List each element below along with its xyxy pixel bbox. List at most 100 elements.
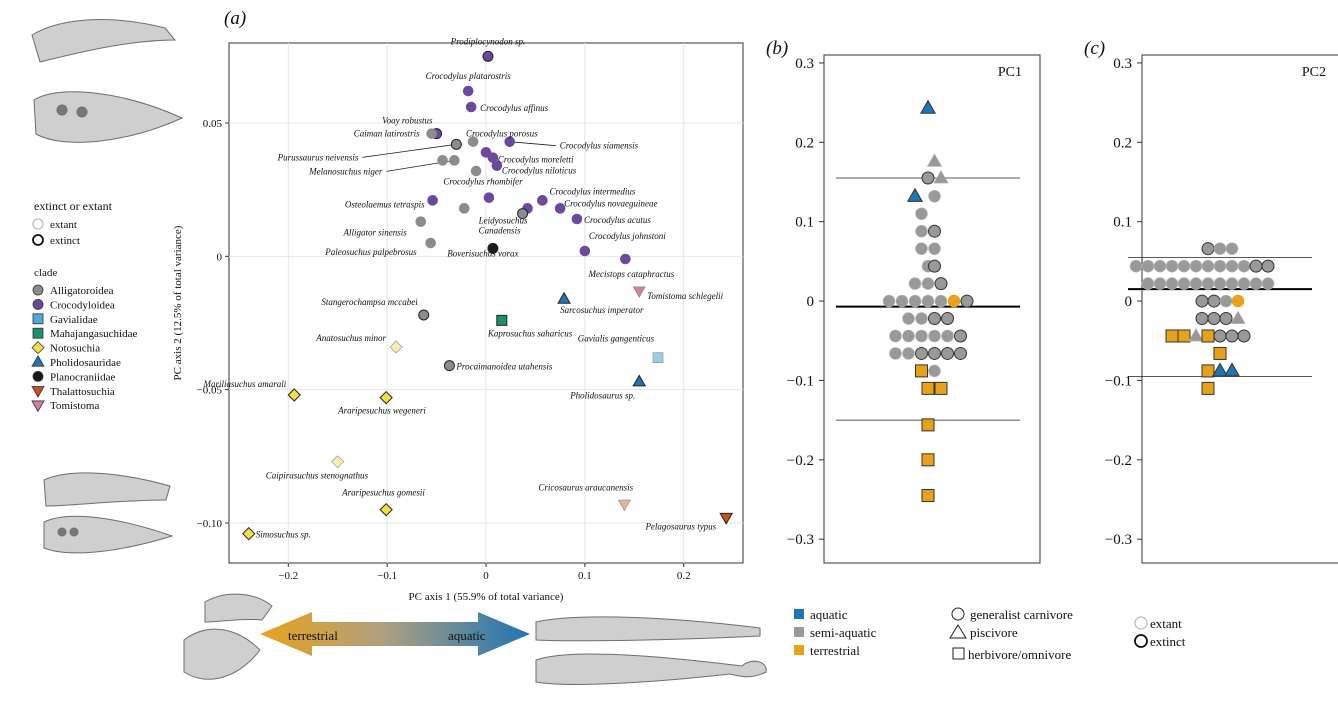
pc1-point-semi-aquatic-generalist-carnivore bbox=[915, 346, 928, 360]
status-extinct-swatch bbox=[32, 234, 44, 246]
pc1-y-tick-label: 0.1 bbox=[795, 215, 814, 231]
pca-point-alligatoroidea bbox=[458, 203, 470, 214]
pc1-point-semi-aquatic-generalist-carnivore bbox=[908, 277, 922, 290]
pc1-point-semi-aquatic-generalist-carnivore bbox=[928, 242, 941, 255]
pca-y-tick-label: 0.05 bbox=[203, 118, 223, 130]
clade-legend-label-thalattosuchia: Thalattosuchia bbox=[50, 386, 115, 398]
pca-point-anatosuchus-minor bbox=[389, 340, 403, 354]
pca-point-crocodylus-rhombifer bbox=[483, 192, 495, 203]
clade-legend-label-planocraniidae: Planocraniidae bbox=[50, 371, 115, 383]
pc1-point-semi-aquatic-generalist-carnivore bbox=[915, 207, 928, 221]
pc1-y-tick-label: 0.3 bbox=[795, 56, 814, 72]
pc2-point-semi-aquatic-generalist-carnivore bbox=[1141, 277, 1155, 290]
pc2-title: PC2 bbox=[1302, 65, 1326, 80]
pc2-y-tick-label: −0.3 bbox=[1105, 532, 1132, 548]
pca-point-label-crocodylus-johnstoni: Crocodylus johnstoni bbox=[589, 231, 666, 241]
diet-herbivore-omnivore-label: herbivore/omnivore bbox=[968, 647, 1071, 662]
pca-point-mecistops-cataphractus bbox=[620, 253, 631, 265]
pc1-title: PC1 bbox=[998, 65, 1022, 80]
pc1-point-semi-aquatic-generalist-carnivore bbox=[908, 294, 922, 308]
clade-legend-label-crocodyloidea: Crocodyloidea bbox=[50, 299, 115, 311]
pca-point-label-melanosuchus-niger: Melanosuchus niger bbox=[308, 166, 383, 176]
pc1-point-terrestrial-herbivore-omnivore bbox=[934, 381, 948, 395]
skull-illustration-top-left bbox=[31, 19, 184, 143]
pca-point-prodiplocynodon-sp bbox=[482, 50, 494, 62]
clade-legend-swatch-crocodyloidea bbox=[32, 298, 44, 310]
pca-point-label-pelagosaurus-typus: Pelagosaurus typus bbox=[644, 522, 716, 532]
panel-c-label: (c) bbox=[1084, 38, 1105, 59]
pc2-y-tick-label: 0 bbox=[1125, 294, 1133, 310]
clade-legend-swatch-tomistoma bbox=[31, 400, 45, 413]
pca-point-label-kaprosuchus-saharicus: Kaprosuchus saharicus bbox=[487, 328, 573, 338]
panel-b-label: (b) bbox=[766, 38, 788, 59]
pc2-point-semi-aquatic-generalist-carnivore bbox=[1225, 277, 1239, 290]
legend-bottom: aquatic semi-aquatic terrestrial general… bbox=[794, 607, 1186, 662]
pca-point-label-crocodylus-moreletti: Crocodylus moreletti bbox=[498, 155, 574, 165]
pca-y-tick-label: −0.10 bbox=[197, 518, 223, 530]
panel-a-label: (a) bbox=[224, 8, 246, 29]
pca-point-label-voay-robustus: Voay robustus bbox=[382, 116, 433, 126]
pc2-point-aquatic-piscivore bbox=[1223, 362, 1241, 377]
pc2-dotplot-panel: −0.3 −0.2 −0.1 0 0.1 0.2 0.3 PC2 bbox=[1105, 54, 1338, 564]
clade-legend-swatch-notosuchia bbox=[31, 341, 45, 355]
pc2-point-semi-aquatic-generalist-carnivore bbox=[1213, 242, 1227, 255]
pc2-point-terrestrial-herbivore-omnivore bbox=[1201, 381, 1215, 395]
pc1-point-semi-aquatic-generalist-carnivore bbox=[921, 277, 935, 290]
pca-x-tick-label: 0.1 bbox=[578, 570, 592, 582]
pc1-point-semi-aquatic-generalist-carnivore bbox=[941, 312, 954, 326]
pca-point-label-boverisuchus-vorax: Boverisuchus vorax bbox=[447, 248, 518, 258]
diet-piscivore-label: piscivore bbox=[970, 625, 1018, 640]
pc1-point-semi-aquatic-generalist-carnivore bbox=[902, 329, 915, 343]
pc1-point-aquatic-piscivore bbox=[919, 99, 937, 114]
pca-point-crocodylus-johnstoni bbox=[579, 245, 591, 257]
pc2-point-semi-aquatic-generalist-carnivore bbox=[1165, 277, 1179, 290]
pca-point-purussaurus-neivensis bbox=[450, 138, 462, 150]
pc2-point-semi-aquatic-generalist-carnivore bbox=[1213, 329, 1227, 343]
clade-legend-label-notosuchia: Notosuchia bbox=[50, 343, 100, 355]
pc1-point-terrestrial-herbivore-omnivore bbox=[921, 418, 935, 432]
pc1-point-semi-aquatic-generalist-carnivore bbox=[928, 329, 941, 343]
pc1-point-semi-aquatic-generalist-carnivore bbox=[934, 277, 948, 291]
pc2-point-semi-aquatic-generalist-carnivore bbox=[1213, 259, 1227, 273]
pc2-point-aquatic-piscivore bbox=[1211, 362, 1229, 377]
pca-point-crocodyloidea bbox=[537, 195, 548, 206]
clade-legend-swatch-mahajangasuchidae bbox=[32, 327, 44, 339]
pc2-y-tick-label: 0.2 bbox=[1113, 135, 1132, 151]
pca-point-pholidosaurus-sp bbox=[632, 374, 647, 387]
clade-legend-label-gavialidae: Gavialidae bbox=[50, 314, 98, 326]
pc1-point-semi-aquatic-generalist-carnivore bbox=[915, 242, 928, 255]
pca-point-label-stangerochampsa-mccabei: Stangerochampsa mccabei bbox=[321, 297, 418, 307]
diet-generalist-carnivore-swatch bbox=[951, 607, 965, 621]
pc2-point-semi-aquatic-piscivore bbox=[1188, 327, 1204, 342]
pca-point-araripesuchus-wegeneri bbox=[379, 390, 393, 405]
status-extant-swatch bbox=[32, 218, 44, 230]
pca-point-label-caiman-latirostris: Caiman latirostris bbox=[354, 129, 420, 139]
pca-x-axis-label: PC axis 1 (55.9% of total variance) bbox=[409, 591, 564, 603]
pc2-point-terrestrial-herbivore-omnivore bbox=[1213, 346, 1227, 360]
clade-legend-swatch-planocraniidae bbox=[32, 370, 44, 382]
pc2-point-semi-aquatic-generalist-carnivore bbox=[1237, 277, 1251, 290]
pca-point-label-crocodylus-acutus: Crocodylus acutus bbox=[584, 215, 651, 225]
pca-point-crocodylus-platarostris bbox=[462, 85, 474, 97]
pca-point-alligator-sinensis bbox=[415, 216, 427, 227]
pc1-point-semi-aquatic-generalist-carnivore bbox=[915, 312, 928, 325]
pca-point-paleosuchus-palpebrosus bbox=[425, 237, 436, 249]
pca-point-label-osteolaemus-tetraspis: Osteolaemus tetraspis bbox=[345, 199, 425, 209]
pc1-y-tick-label: 0.2 bbox=[795, 135, 814, 151]
pca-point-label-crocodylus-porosus: Crocodylus porosus bbox=[466, 128, 538, 138]
arrow-label-aquatic: aquatic bbox=[448, 628, 486, 643]
pca-point-kaprosuchus-saharicus bbox=[496, 314, 508, 326]
pca-point-label-gavialis-gangenticus: Gavialis gangenticus bbox=[578, 334, 655, 344]
pc1-point-terrestrial-herbivore-omnivore bbox=[921, 381, 935, 395]
diet-generalist-carnivore-label: generalist carnivore bbox=[970, 607, 1073, 622]
bottom-status-extant-swatch bbox=[1134, 616, 1148, 630]
pca-point-osteolaemus-tetraspis bbox=[427, 195, 438, 206]
pc1-point-semi-aquatic-generalist-carnivore bbox=[934, 294, 948, 308]
pc2-point-semi-aquatic-generalist-carnivore bbox=[1195, 294, 1209, 308]
pc1-point-semi-aquatic-generalist-carnivore bbox=[895, 294, 909, 308]
pca-point-label-araripesuchus-wegeneri: Araripesuchus wegeneri bbox=[337, 406, 426, 416]
pca-point-label-mariliasuchus-amarali: Mariliasuchus amarali bbox=[202, 379, 286, 389]
pc2-point-semi-aquatic-generalist-carnivore bbox=[1153, 259, 1167, 273]
pc1-point-semi-aquatic-generalist-carnivore bbox=[954, 329, 967, 343]
